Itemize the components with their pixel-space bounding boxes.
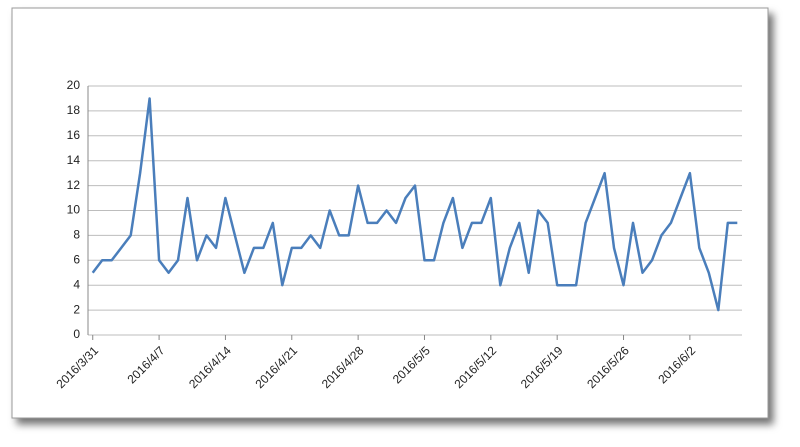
y-tick-label: 20 [67, 78, 81, 92]
y-tick-label: 8 [73, 228, 80, 242]
y-tick-label: 14 [67, 153, 81, 167]
y-tick-label: 2 [73, 302, 80, 316]
y-tick-label: 10 [67, 203, 81, 217]
data-line [91, 97, 738, 312]
y-tick-label: 0 [73, 327, 80, 341]
y-tick-label: 18 [67, 103, 81, 117]
y-tick-label: 16 [67, 128, 81, 142]
y-tick-label: 4 [73, 277, 80, 291]
y-tick-label: 12 [67, 178, 81, 192]
y-tick-label: 6 [73, 252, 80, 266]
